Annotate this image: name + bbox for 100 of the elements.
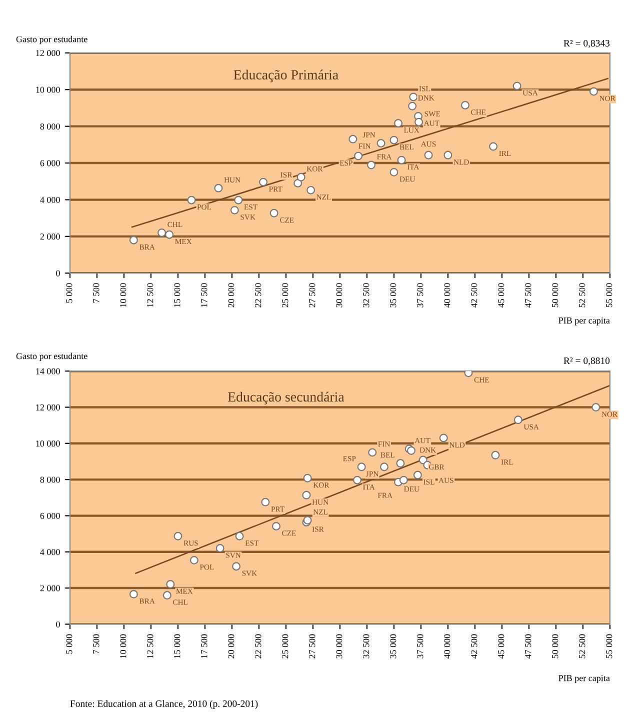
point [165, 230, 174, 239]
y-tick-label: 6 000 [40, 160, 60, 166]
x-tick-label: 25 000 [282, 283, 288, 308]
x-tick-label: 12 500 [147, 634, 154, 658]
point [390, 168, 398, 176]
point [234, 196, 243, 204]
point [408, 102, 417, 110]
y-tick-label: 8 000 [40, 476, 60, 483]
x-tick-label: 55 000 [606, 634, 612, 658]
text: R² = 0,8810 [564, 357, 610, 366]
point [414, 118, 424, 126]
x-tick-label: 20 000 [228, 634, 234, 658]
point [589, 87, 598, 96]
x-tick-label: 42 500 [471, 634, 478, 659]
point [303, 474, 312, 482]
y-tick-label: 10 000 [36, 86, 60, 93]
x-tick-label: 7 500 [93, 283, 100, 303]
point [439, 434, 448, 442]
point [444, 150, 452, 160]
point [294, 178, 302, 188]
x-tick-label: 12 500 [147, 283, 154, 307]
point [235, 532, 244, 540]
point [491, 450, 500, 460]
x-tick-label: 47 500 [525, 634, 532, 659]
point [187, 196, 196, 204]
x-tick-label: 37 500 [417, 634, 424, 658]
x-tick-label: 40 000 [444, 634, 450, 659]
y-tick-label: 2 000 [40, 234, 60, 240]
x-tick-label: 30 000 [336, 283, 342, 308]
source-note: Fonte: Education at a Glance, 2010 (p. 200-201) [70, 700, 258, 709]
x-tick-label: 32 500 [363, 283, 370, 308]
x-tick-label: 42 500 [471, 283, 478, 308]
point [399, 476, 408, 484]
point [352, 476, 362, 484]
point [214, 184, 223, 192]
point [232, 562, 240, 571]
point [174, 532, 182, 540]
x-tick-label: 27 500 [309, 283, 316, 308]
x-tick-label: 7 500 [93, 634, 100, 654]
text: Educação secundária [228, 392, 344, 404]
x-tick-label: 25 000 [282, 634, 288, 658]
x-tick-label: 15 000 [174, 283, 180, 307]
y-tick-label: 4 000 [40, 196, 60, 203]
x-tick-label: 55 000 [606, 283, 612, 308]
point [296, 172, 306, 182]
point [158, 228, 166, 237]
y-tick-label: 0 [56, 270, 60, 276]
point [129, 590, 138, 598]
point [376, 138, 386, 148]
x-tick-label: 52 500 [579, 634, 586, 658]
point [394, 118, 402, 128]
point [413, 470, 422, 480]
point [270, 208, 278, 218]
point [409, 92, 418, 102]
point [390, 136, 398, 144]
point [129, 236, 138, 244]
point [396, 459, 405, 468]
point [354, 152, 363, 160]
x-tick-label: 45 000 [498, 283, 504, 308]
point [230, 206, 239, 214]
point [380, 462, 388, 472]
x-tick-label: 17 500 [201, 634, 208, 658]
x-axis-title: PIB per capita [558, 675, 610, 684]
point [348, 134, 358, 144]
x-tick-label: 20 000 [228, 283, 234, 308]
x-tick-label: 10 000 [120, 634, 126, 658]
x-tick-label: 35 000 [390, 283, 396, 308]
point [302, 490, 311, 500]
x-tick-label: 35 000 [390, 634, 396, 658]
y-tick-label: 10 000 [36, 440, 60, 447]
x-tick-label: 5 000 [66, 283, 72, 303]
point [368, 448, 377, 457]
point [306, 186, 316, 194]
x-tick-label: 40 000 [444, 283, 450, 308]
x-tick-label: 17 500 [201, 283, 208, 307]
point [367, 160, 376, 170]
x-tick-label: 10 000 [120, 283, 126, 307]
y-tick-label: 12 000 [36, 404, 60, 410]
y-axis-title: Gasto por estudante [16, 36, 88, 44]
point [489, 142, 498, 151]
x-tick-label: 45 000 [498, 634, 504, 659]
x-tick-label: 27 500 [309, 634, 316, 658]
point [162, 591, 172, 600]
point [592, 403, 600, 412]
point [216, 544, 224, 552]
y-tick-label: 4 000 [40, 549, 60, 556]
x-tick-label: 50 000 [552, 283, 558, 308]
x-tick-label: 22 500 [255, 634, 262, 658]
y-tick-label: 8 000 [40, 123, 60, 130]
point [464, 371, 473, 378]
x-tick-label: 5 000 [66, 634, 72, 654]
x-tick-label: 37 500 [417, 283, 424, 308]
x-tick-label: 50 000 [552, 634, 558, 658]
y-tick-label: 6 000 [40, 512, 60, 519]
x-tick-label: 15 000 [174, 634, 180, 658]
y-tick-label: 2 000 [40, 585, 60, 592]
x-tick-label: 30 000 [336, 634, 342, 658]
point [512, 82, 522, 90]
x-tick-label: 32 500 [363, 634, 370, 658]
x-axis-title: PIB per capita [558, 317, 610, 326]
